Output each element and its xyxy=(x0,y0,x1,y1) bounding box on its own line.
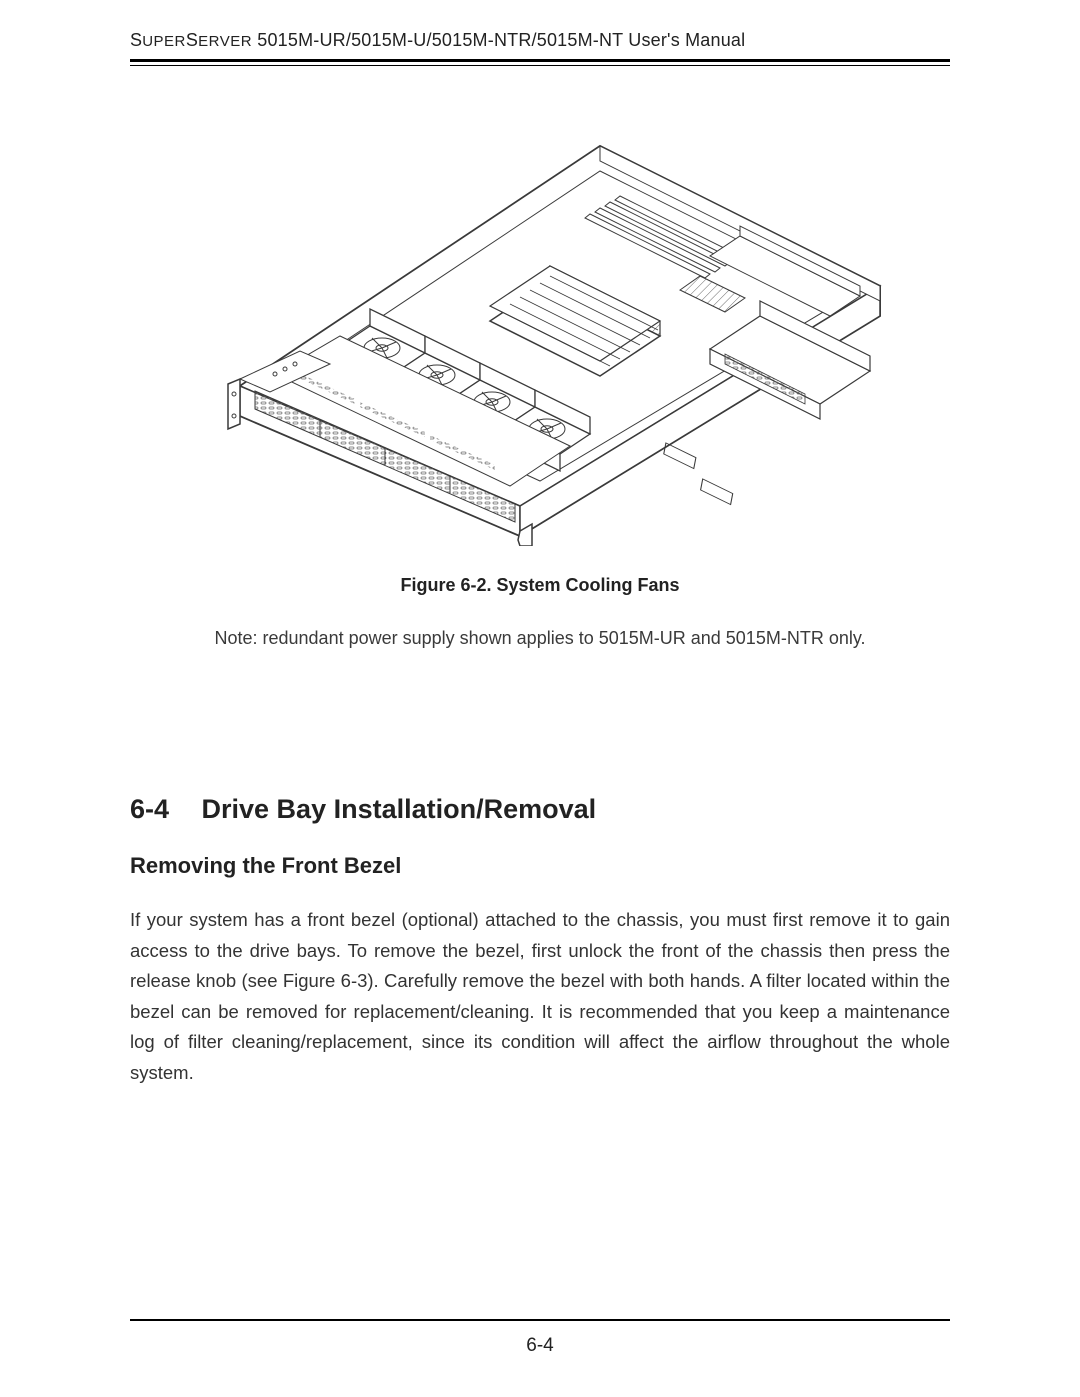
footer-rule xyxy=(130,1319,950,1321)
page-number: 6-4 xyxy=(0,1335,1080,1357)
section-number: 6-4 xyxy=(130,794,194,825)
header-mid-rest: ERVER xyxy=(198,33,252,50)
header-prefix-cap: S xyxy=(130,30,142,50)
header-suffix: User's Manual xyxy=(628,30,745,50)
header-prefix-rest: UPER xyxy=(142,33,186,50)
section-6-4: 6-4 Drive Bay Installation/Removal Remov… xyxy=(130,794,950,1088)
section-heading: 6-4 Drive Bay Installation/Removal xyxy=(130,794,950,825)
figure-note: Note: redundant power supply shown appli… xyxy=(130,628,950,649)
header-double-rule xyxy=(130,59,950,66)
section-body: If your system has a front bezel (option… xyxy=(130,905,950,1088)
header-mid-cap: S xyxy=(186,30,198,50)
figure-caption: Figure 6-2. System Cooling Fans xyxy=(130,575,950,596)
header-models: 5015M-UR/5015M-U/5015M-NTR/5015M-NT xyxy=(252,30,628,50)
section-title: Drive Bay Installation/Removal xyxy=(202,794,597,824)
page-header: SUPERSERVER 5015M-UR/5015M-U/5015M-NTR/5… xyxy=(130,30,950,57)
server-chassis-diagram xyxy=(180,126,900,546)
section-subheading: Removing the Front Bezel xyxy=(130,853,950,879)
figure-container: Figure 6-2. System Cooling Fans Note: re… xyxy=(130,126,950,649)
